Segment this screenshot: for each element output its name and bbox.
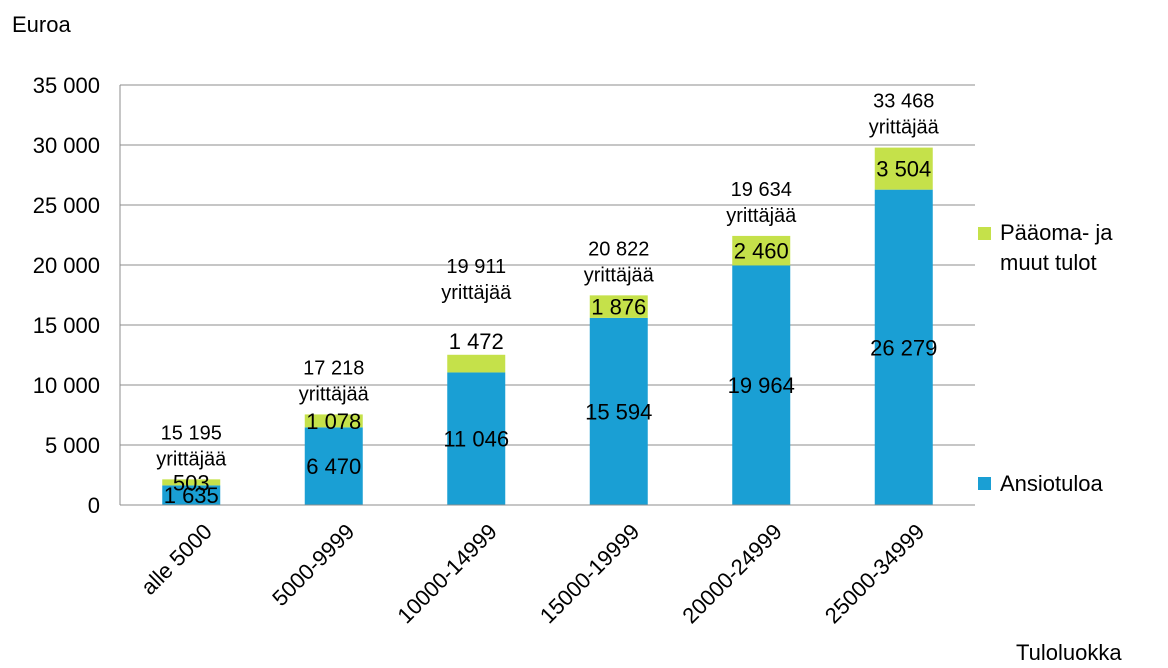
data-label-ansiotuloa: 11 046 <box>443 427 509 452</box>
annotation-value: 17 218 <box>303 357 364 379</box>
x-tick-label: alle 5000 <box>136 519 217 600</box>
annotation-value: 19 634 <box>731 179 792 201</box>
y-axis-label: Euroa <box>12 12 71 37</box>
annotation-value: 15 195 <box>161 422 222 444</box>
data-label-paaoma: 1 472 <box>449 329 504 354</box>
legend-label-paaoma-line2: muut tulot <box>1000 250 1097 275</box>
y-tick-label: 5 000 <box>45 433 100 458</box>
bar-paaoma <box>162 479 221 486</box>
x-tick-label: 10000-14999 <box>392 519 501 628</box>
data-label-paaoma: 503 <box>173 470 210 495</box>
bar-ansiotuloa <box>447 372 506 505</box>
data-label-paaoma: 1 078 <box>306 409 361 434</box>
y-tick-label: 0 <box>88 493 100 518</box>
data-label-paaoma: 1 876 <box>591 295 646 320</box>
data-label-ansiotuloa: 26 279 <box>870 335 937 360</box>
legend-swatch-ansio <box>978 477 991 490</box>
bar-ansiotuloa <box>162 485 221 505</box>
x-tick-label: 5000-9999 <box>267 519 359 611</box>
annotation-label: yrittäjää <box>726 205 797 227</box>
annotation-label: yrittäjää <box>441 282 512 304</box>
y-tick-label: 10 000 <box>33 373 100 398</box>
data-label-ansiotuloa: 1 635 <box>164 483 219 508</box>
x-tick-label: 20000-24999 <box>677 519 786 628</box>
bar-ansiotuloa <box>874 189 933 506</box>
bar-ansiotuloa <box>589 317 648 505</box>
data-label-ansiotuloa: 19 964 <box>728 373 795 398</box>
x-tick-label: 25000-34999 <box>820 519 929 628</box>
data-label-paaoma: 3 504 <box>876 157 931 182</box>
bar-paaoma <box>874 147 933 190</box>
y-tick-label: 15 000 <box>33 313 100 338</box>
annotation-label: yrittäjää <box>869 117 940 139</box>
legend-label-ansio: Ansiotuloa <box>1000 471 1104 496</box>
annotation-value: 19 911 <box>446 256 506 278</box>
bar-paaoma <box>589 295 648 318</box>
bar-paaoma <box>447 354 506 373</box>
legend-swatch-paaoma <box>978 227 991 240</box>
legend-label-paaoma-line1: Pääoma- ja <box>1000 220 1113 245</box>
bar-paaoma <box>304 414 363 428</box>
y-tick-label: 25 000 <box>33 193 100 218</box>
annotation-label: yrittäjää <box>156 448 227 470</box>
annotation-label: yrittäjää <box>299 383 370 405</box>
data-label-ansiotuloa: 15 594 <box>585 399 652 424</box>
gridlines <box>120 84 975 446</box>
annotation-value: 20 822 <box>588 238 649 260</box>
annotation-label: yrittäjää <box>584 264 655 286</box>
x-tick-label: 15000-19999 <box>535 519 644 628</box>
y-tick-label: 20 000 <box>33 253 100 278</box>
x-axis: alle 5000 5000-9999 10000-14999 15000-19999… <box>120 504 975 628</box>
annotation-value: 33 468 <box>873 91 934 113</box>
bar-ansiotuloa <box>732 265 791 505</box>
bar-paaoma <box>732 235 791 266</box>
bar-ansiotuloa <box>304 427 363 505</box>
x-axis-label: Tuloluokka <box>1016 640 1122 665</box>
legend: Pääoma- ja muut tulot Ansiotuloa <box>978 220 1113 496</box>
data-label-paaoma: 2 460 <box>734 239 789 264</box>
y-axis: 0 5 000 10 000 15 000 20 000 25 000 30 000 35 0… <box>33 73 121 518</box>
y-tick-label: 35 000 <box>33 73 100 98</box>
data-label-ansiotuloa: 6 470 <box>306 454 361 479</box>
y-tick-label: 30 000 <box>33 133 100 158</box>
